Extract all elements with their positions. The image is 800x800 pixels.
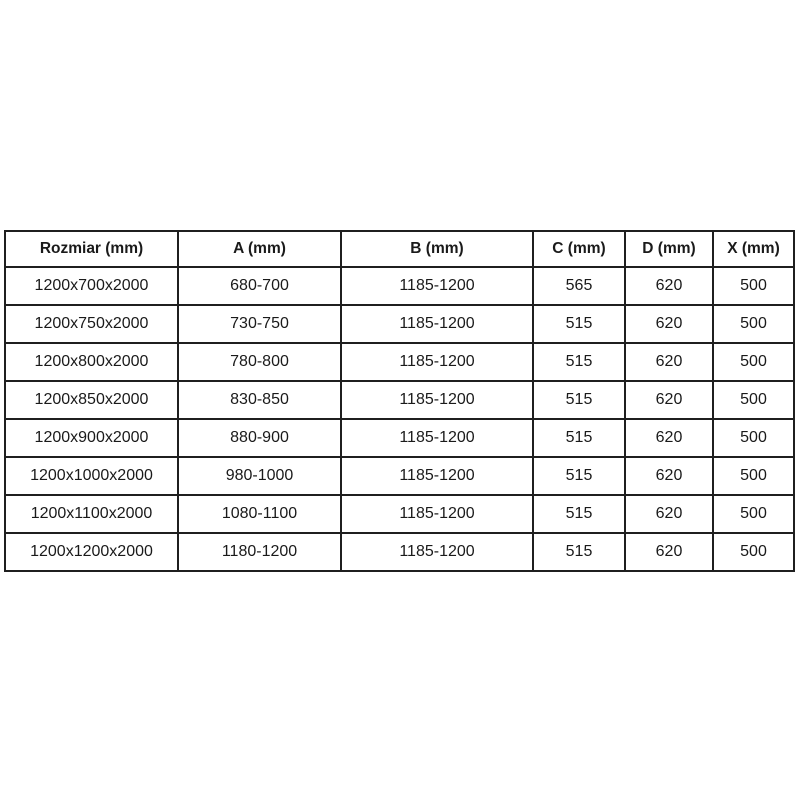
table-cell: 500 bbox=[712, 418, 795, 458]
table-cell: 780-800 bbox=[177, 342, 342, 382]
table-cell: 620 bbox=[624, 418, 714, 458]
table-row: 1200x850x2000 830-850 1185-1200 515 620 500 bbox=[4, 380, 795, 420]
table-cell: 1200x1000x2000 bbox=[4, 456, 179, 496]
table-cell: 1180-1200 bbox=[177, 532, 342, 572]
table-cell: 565 bbox=[532, 266, 626, 306]
column-header: X (mm) bbox=[712, 230, 795, 268]
table-cell: 515 bbox=[532, 418, 626, 458]
table-cell: 1200x1200x2000 bbox=[4, 532, 179, 572]
table-cell: 1185-1200 bbox=[340, 266, 534, 306]
table-cell: 1185-1200 bbox=[340, 418, 534, 458]
table-cell: 620 bbox=[624, 304, 714, 344]
table-row: 1200x800x2000 780-800 1185-1200 515 620 500 bbox=[4, 342, 795, 382]
table-row: 1200x900x2000 880-900 1185-1200 515 620 500 bbox=[4, 418, 795, 458]
table-cell: 1185-1200 bbox=[340, 342, 534, 382]
column-header: A (mm) bbox=[177, 230, 342, 268]
table-cell: 1200x700x2000 bbox=[4, 266, 179, 306]
table-cell: 515 bbox=[532, 342, 626, 382]
table-cell: 620 bbox=[624, 494, 714, 534]
table-cell: 730-750 bbox=[177, 304, 342, 344]
table-cell: 620 bbox=[624, 456, 714, 496]
table-cell: 500 bbox=[712, 380, 795, 420]
table-cell: 1080-1100 bbox=[177, 494, 342, 534]
table-cell: 880-900 bbox=[177, 418, 342, 458]
table-cell: 515 bbox=[532, 380, 626, 420]
table-cell: 1200x750x2000 bbox=[4, 304, 179, 344]
column-header: Rozmiar (mm) bbox=[4, 230, 179, 268]
dimensions-table: Rozmiar (mm) A (mm) B (mm) C (mm) D (mm) X (m… bbox=[4, 230, 795, 572]
table-cell: 1200x900x2000 bbox=[4, 418, 179, 458]
table-cell: 1185-1200 bbox=[340, 456, 534, 496]
table-cell: 1200x800x2000 bbox=[4, 342, 179, 382]
table-row: 1200x1200x2000 1180-1200 1185-1200 515 620 50… bbox=[4, 532, 795, 572]
table-cell: 515 bbox=[532, 494, 626, 534]
table-cell: 980-1000 bbox=[177, 456, 342, 496]
table-cell: 500 bbox=[712, 494, 795, 534]
table-cell: 500 bbox=[712, 456, 795, 496]
table-cell: 680-700 bbox=[177, 266, 342, 306]
table-cell: 500 bbox=[712, 342, 795, 382]
column-header: D (mm) bbox=[624, 230, 714, 268]
table-cell: 1185-1200 bbox=[340, 532, 534, 572]
table-cell: 620 bbox=[624, 380, 714, 420]
table-row: 1200x750x2000 730-750 1185-1200 515 620 500 bbox=[4, 304, 795, 344]
table-cell: 515 bbox=[532, 532, 626, 572]
table-cell: 1185-1200 bbox=[340, 494, 534, 534]
table-header-row: Rozmiar (mm) A (mm) B (mm) C (mm) D (mm) X (m… bbox=[4, 230, 795, 268]
table-row: 1200x1100x2000 1080-1100 1185-1200 515 620 50… bbox=[4, 494, 795, 534]
table-cell: 830-850 bbox=[177, 380, 342, 420]
table-cell: 500 bbox=[712, 532, 795, 572]
table-body: 1200x700x2000 680-700 1185-1200 565 620 500 12… bbox=[4, 266, 795, 572]
table-cell: 1200x1100x2000 bbox=[4, 494, 179, 534]
table-cell: 515 bbox=[532, 304, 626, 344]
table-row: 1200x1000x2000 980-1000 1185-1200 515 620 500 bbox=[4, 456, 795, 496]
table-cell: 515 bbox=[532, 456, 626, 496]
table-cell: 1185-1200 bbox=[340, 380, 534, 420]
table-cell: 620 bbox=[624, 342, 714, 382]
column-header: C (mm) bbox=[532, 230, 626, 268]
table-cell: 620 bbox=[624, 532, 714, 572]
table-row: 1200x700x2000 680-700 1185-1200 565 620 500 bbox=[4, 266, 795, 306]
table-cell: 500 bbox=[712, 304, 795, 344]
table-cell: 1200x850x2000 bbox=[4, 380, 179, 420]
table-cell: 620 bbox=[624, 266, 714, 306]
table-cell: 1185-1200 bbox=[340, 304, 534, 344]
table-cell: 500 bbox=[712, 266, 795, 306]
column-header: B (mm) bbox=[340, 230, 534, 268]
